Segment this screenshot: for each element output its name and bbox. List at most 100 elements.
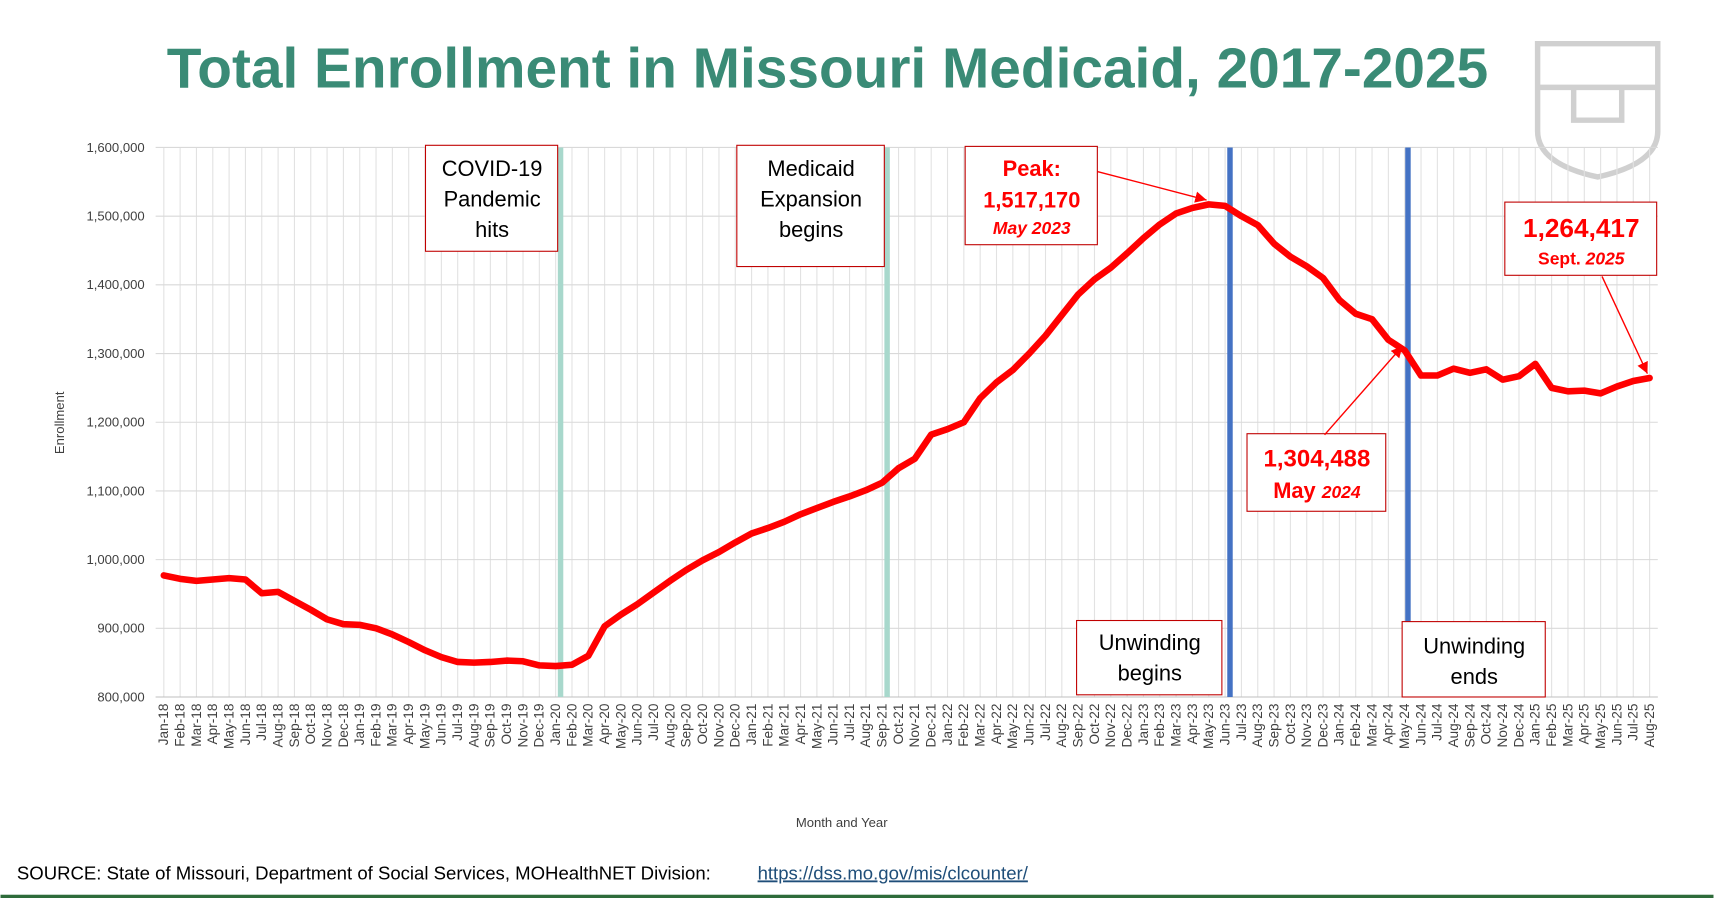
x-tick-label: Aug-18 [270, 704, 285, 748]
x-tick-label: Sep-19 [483, 704, 498, 748]
x-tick-label: Jul-19 [450, 704, 465, 741]
x-tick-label: Nov-18 [319, 704, 334, 748]
x-tick-label: Oct-24 [1479, 703, 1494, 744]
annotation-box [1504, 201, 1658, 276]
x-tick-label: Jul-23 [1234, 704, 1249, 741]
y-tick-label: 1,300,000 [86, 346, 144, 361]
data-line [160, 201, 1653, 670]
y-tick-label: 1,500,000 [86, 209, 144, 224]
x-tick-label: Jan-21 [744, 704, 759, 746]
x-tick-label: Aug-19 [466, 704, 481, 748]
x-tick-label: May-23 [1201, 704, 1216, 749]
x-tick-label: Jun-22 [1022, 704, 1037, 746]
x-tick-label: Oct-22 [1087, 704, 1102, 745]
annotation-text: ends [1451, 664, 1498, 689]
x-tick-label: Apr-25 [1577, 703, 1592, 744]
x-tick-label: Feb-25 [1544, 703, 1559, 747]
annotation-text: Medicaid [767, 156, 854, 181]
x-tick-label: Aug-25 [1642, 703, 1657, 747]
y-tick-label: 1,100,000 [86, 483, 144, 498]
x-tick-label: Apr-22 [989, 704, 1004, 745]
annotation-text: Unwinding [1099, 630, 1201, 655]
x-tick-label: Aug-24 [1446, 703, 1461, 747]
source-link[interactable]: https://dss.mo.gov/mis/clcounter/ [758, 862, 1029, 883]
annotation-box [1401, 621, 1546, 698]
x-tick-label: Apr-21 [793, 704, 808, 745]
x-tick-label: Mar-18 [189, 704, 204, 747]
annotation-part: May [1273, 478, 1316, 503]
x-tick-label: May-18 [221, 704, 236, 749]
x-tick-label: Apr-19 [401, 704, 416, 745]
x-tick-label: Feb-23 [1152, 704, 1167, 747]
y-tick-label: 900,000 [97, 621, 144, 636]
annotation-box [964, 145, 1098, 246]
y-tick-label: 1,200,000 [86, 415, 144, 430]
x-tick-label: Jun-21 [826, 704, 841, 746]
x-tick-label: Jul-24 [1430, 703, 1445, 741]
arrow [1601, 276, 1649, 374]
x-tick-label: Dec-24 [1511, 703, 1526, 747]
x-tick-label: Aug-21 [858, 704, 873, 748]
y-tick-label: 800,000 [97, 689, 144, 704]
x-tick-label: Sep-21 [875, 704, 890, 748]
x-tick-label: Dec-22 [1119, 704, 1134, 748]
x-tick-label: Jan-22 [940, 704, 955, 746]
annotation-box [1076, 619, 1223, 696]
annotation-part: 2025 [1585, 248, 1625, 268]
x-tick-label: Feb-18 [173, 704, 188, 747]
x-tick-label: Jun-20 [630, 703, 645, 745]
x-tick-label: Mar-20 [581, 703, 596, 747]
source: SOURCE: State of Missouri, Department of… [17, 862, 711, 883]
x-tick-label: Sep-18 [287, 704, 302, 748]
x-tick-label: Jul-25 [1626, 703, 1641, 741]
x-tick-label: Jul-20 [646, 703, 661, 741]
x-tick-label: Feb-19 [368, 704, 383, 747]
annotation-text: May 2024 [1273, 478, 1361, 503]
annotation-text: 1,304,488 [1264, 445, 1371, 472]
x-tick-label: May-25 [1593, 703, 1608, 749]
y-tick-label: 1,600,000 [86, 140, 144, 155]
x-tick-label: Apr-24 [1381, 703, 1396, 744]
x-tick-label: Nov-19 [515, 704, 530, 748]
x-tick-label: Mar-23 [1168, 704, 1183, 747]
x-tick-label: May-20 [613, 703, 628, 749]
x-tick-label: Jun-18 [238, 704, 253, 746]
arrow [1324, 345, 1404, 436]
annotation-text: COVID-19 [442, 156, 543, 181]
chart-title: Total Enrollment in Missouri Medicaid, 2… [167, 37, 1488, 100]
x-tick-label: Jan-25 [1528, 703, 1543, 745]
x-tick-label: May-22 [1005, 704, 1020, 749]
x-tick-label: Feb-24 [1348, 703, 1363, 747]
annotation-text: Pandemic [444, 186, 541, 211]
x-tick-label: Nov-20 [711, 703, 726, 747]
x-tick-label: Jun-24 [1413, 703, 1428, 745]
x-tick-label: Jan-18 [156, 704, 171, 746]
x-tick-label: Mar-19 [385, 704, 400, 747]
x-tick-label: Sep-22 [1071, 704, 1086, 748]
x-tick-label: Jan-19 [352, 704, 367, 746]
x-tick-label: Sep-24 [1462, 703, 1477, 747]
x-tick-label: Oct-18 [303, 704, 318, 745]
y-tick-label: 1,400,000 [86, 277, 144, 292]
x-tick-label: Jul-18 [254, 704, 269, 741]
y-axis-label: Enrollment [52, 391, 67, 454]
x-tick-label: May-19 [417, 704, 432, 749]
annotation-box [424, 144, 559, 252]
x-tick-label: Nov-23 [1299, 704, 1314, 748]
x-tick-label: Nov-21 [907, 704, 922, 748]
x-tick-label: Apr-18 [205, 704, 220, 745]
annotation-text: Unwinding [1423, 633, 1525, 658]
x-tick-label: Jul-22 [1038, 704, 1053, 741]
footer-rule [0, 894, 1714, 898]
x-tick-label: Aug-20 [662, 703, 677, 747]
x-tick-label: Dec-19 [532, 704, 547, 748]
annotation-text: begins [1118, 661, 1182, 686]
annotation-text: May 2023 [993, 218, 1071, 238]
annotation-box [1246, 433, 1387, 512]
x-tick-label: Jan-20 [548, 703, 563, 745]
x-tick-label: Apr-23 [1185, 704, 1200, 745]
x-tick-label: Oct-21 [891, 704, 906, 745]
x-tick-label: Oct-19 [499, 704, 514, 745]
x-tick-label: Feb-21 [760, 704, 775, 747]
